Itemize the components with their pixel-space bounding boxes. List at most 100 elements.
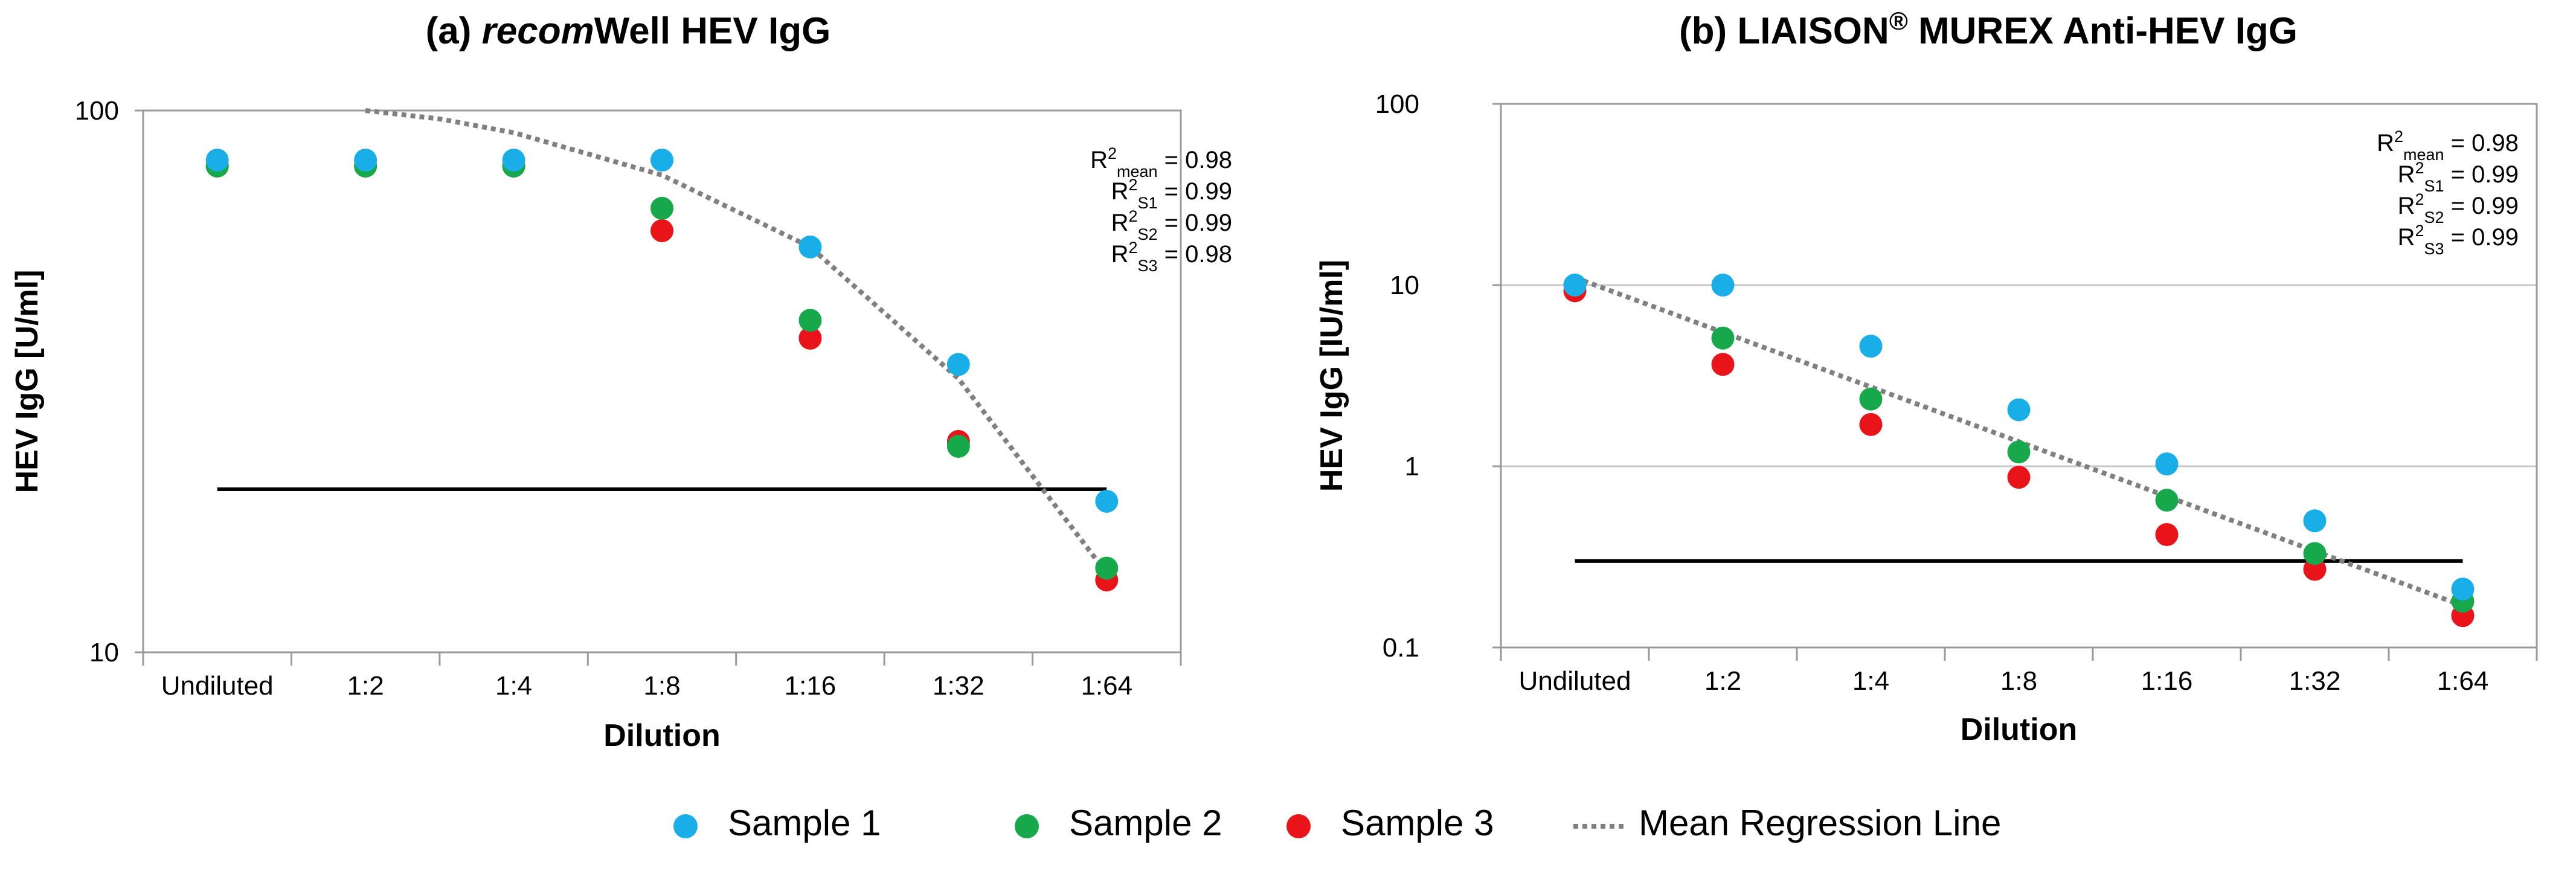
r-squared-annotation: R2S2 = 0.99 [2398,190,2519,226]
annotation-value: = 0.99 [2444,161,2519,188]
annotation-sup: 2 [1129,176,1138,194]
annotation-sup: 2 [1108,144,1117,162]
annotation-sup: 2 [2415,159,2424,177]
annotation-sub: S1 [2424,177,2444,195]
chart-panel-b: Undiluted 1:2 1:4 1:8 1:16 1:32 1:64 0.1 1 10 100 D… [1314,7,2538,747]
data-point-sample-1 [2007,398,2031,422]
x-tick-label: 1:2 [347,671,384,701]
annotation-sub: S2 [2424,208,2444,226]
data-point-sample-2 [2303,542,2327,565]
data-point-sample-2 [946,434,970,458]
legend: Sample 1 Sample 2 Sample 3 Mean Regression … [673,803,2001,843]
r-squared-annotation: R2mean = 0.98 [1090,144,1232,181]
data-point-sample-3 [2155,523,2179,547]
data-point-sample-3 [1711,353,1735,376]
annotation-sub: S2 [1138,225,1158,243]
data-point-sample-1 [946,353,970,376]
annotation-sub: S3 [1138,257,1158,275]
legend-label: Sample 3 [1341,803,1494,843]
r-squared-annotation: R2S2 = 0.99 [1111,207,1232,243]
r-squared-annotation: R2S1 = 0.99 [2398,159,2519,195]
data-point-sample-3 [2007,466,2031,489]
chart-panel-a: Undiluted 1:2 1:4 1:8 1:16 1:32 1:64 10 100 Dilut… [10,10,1232,753]
x-tick-label: 1:32 [933,671,984,701]
mean-regression-line [365,108,1109,575]
x-tick-label: 1:2 [1704,666,1741,696]
x-tick-label: 1:8 [643,671,680,701]
legend-marker-sample-3 [1286,814,1311,838]
x-axis-label: Dilution [1961,712,2078,747]
annotation-sub: S3 [2424,240,2444,258]
chart-title-part: (b) LIAISON [1679,10,1889,52]
chart-title: (b) LIAISON® MUREX Anti-HEV IgG [1679,7,2298,53]
annotation-base: R [1111,241,1129,268]
data-point-sample-2 [1711,326,1735,350]
annotation-base: R [1111,210,1129,236]
y-tick-label: 10 [1390,271,1419,300]
y-tick-label: 0.1 [1383,633,1419,663]
data-point-sample-1 [2451,577,2475,601]
annotation-base: R [2398,224,2415,251]
data-point-sample-2 [650,196,673,220]
chart-title-part: recom [482,10,594,52]
annotation-value: = 0.99 [2444,193,2519,219]
data-point-sample-2 [1859,387,1883,411]
x-tick-label: 1:4 [495,671,532,701]
legend-marker-sample-1 [673,814,698,838]
data-point-sample-1 [1563,274,1587,297]
r-squared-annotation: R2S3 = 0.99 [2398,222,2519,258]
r-squared-annotation: R2S1 = 0.99 [1111,176,1232,212]
x-tick-label: 1:64 [1081,671,1132,701]
data-point-sample-1 [1859,335,1883,358]
annotation-base: R [1090,147,1108,173]
data-point-sample-1 [2155,452,2179,476]
annotation-value: = 0.98 [1158,241,1232,268]
annotation-sup: 2 [2415,222,2424,240]
legend-marker-sample-2 [1015,814,1039,838]
x-tick-label: 1:8 [2000,666,2037,696]
annotation-sup: 2 [1129,239,1138,257]
annotation-value: = 0.98 [2444,130,2519,156]
annotation-base: R [2398,161,2415,188]
x-tick-label: 1:16 [2141,666,2193,696]
chart-title-part: MUREX Anti-HEV IgG [1908,10,2298,52]
x-tick-label: Undiluted [161,671,274,701]
data-point-sample-2 [798,309,822,332]
chart-title: (a) recomWell HEV IgG [426,10,831,52]
x-tick-label: 1:64 [2437,666,2489,696]
data-point-sample-3 [798,326,822,350]
data-point-sample-1 [1095,489,1119,513]
x-tick-label: 1:4 [1852,666,1889,696]
annotation-sup: 2 [1129,207,1138,225]
data-point-sample-1 [650,149,673,172]
annotation-value: = 0.99 [1158,178,1232,205]
data-point-sample-1 [2303,509,2327,533]
legend-label: Mean Regression Line [1639,803,2001,843]
data-point-sample-3 [1859,413,1883,436]
x-tick-label: 1:16 [785,671,837,701]
data-point-sample-3 [2303,557,2327,581]
annotation-value: = 0.99 [1158,210,1232,236]
legend-label: Sample 1 [728,803,881,843]
y-tick-label: 100 [1375,89,1419,119]
y-axis-label: HEV IgG [IU/ml] [1314,260,1349,492]
chart-title-part: (a) [426,10,482,52]
data-point-sample-2 [1095,556,1119,580]
annotation-value: = 0.99 [2444,224,2519,251]
legend-label: Sample 2 [1069,803,1222,843]
plot-frame [142,109,1182,654]
y-axis-label: HEV IgG [U/ml] [10,270,45,493]
data-point-sample-1 [798,235,822,259]
data-point-sample-1 [1711,274,1735,297]
chart-title-part: Well HEV IgG [594,10,831,52]
annotation-value: = 0.98 [1158,147,1232,173]
annotation-sub: mean [1117,162,1158,181]
y-tick-label: 100 [75,96,119,126]
data-point-sample-1 [502,149,525,172]
data-point-sample-3 [650,219,673,242]
annotation-sup: 2 [2394,127,2403,146]
annotation-sub: mean [2403,146,2444,164]
x-axis-label: Dilution [603,718,721,753]
